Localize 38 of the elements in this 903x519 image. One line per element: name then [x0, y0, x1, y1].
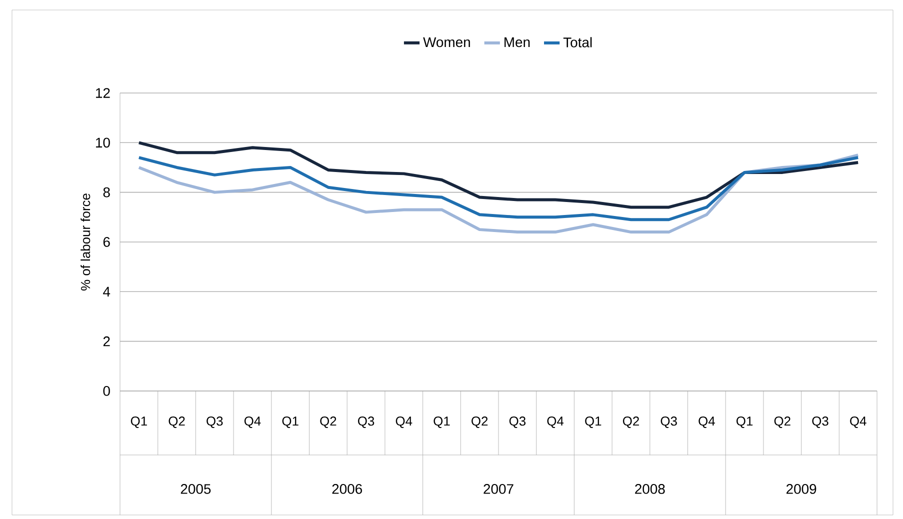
y-tick-label: 2: [103, 336, 110, 346]
text: 2008: [635, 484, 665, 494]
x-tick-label: Q2: [774, 416, 790, 428]
line-series: [137, 156, 860, 222]
x-tick-label: Q4: [244, 416, 261, 428]
y-tick-label: 4: [103, 286, 110, 296]
x-tick-label: Q4: [850, 416, 866, 428]
x-tick-label: Q1: [282, 416, 298, 428]
x-tick-label: Q3: [358, 416, 374, 428]
y-axis-title: % of labour force: [80, 194, 90, 290]
x-tick-label: Q3: [660, 416, 677, 428]
y-tick-label: 12: [96, 88, 110, 98]
x-tick-label: Q1: [130, 416, 147, 428]
x-tick-label: Q4: [396, 416, 412, 428]
legend-label: Total: [563, 37, 592, 48]
text: 2005: [180, 484, 211, 494]
y-tick-label: 6: [103, 237, 110, 247]
text: 2006: [332, 484, 362, 494]
x-tick-label: Q1: [736, 416, 753, 428]
x-tick-label: Q3: [812, 416, 828, 428]
x-tick-label: Q3: [206, 416, 223, 428]
x-tick-label: Q1: [434, 416, 450, 428]
x-tick-label: Q2: [320, 416, 336, 428]
x-tick-label: Q2: [622, 416, 639, 428]
y-tick-label: 10: [96, 138, 110, 148]
y-tick-label: 0: [103, 386, 110, 396]
x-tick-label: Q3: [509, 416, 526, 428]
x-tick-label: Q2: [168, 416, 185, 428]
legend-label: Men: [504, 37, 530, 48]
x-tick-label: Q2: [472, 416, 488, 428]
x-tick-label: Q1: [585, 416, 602, 428]
x-tick-label: Q4: [547, 416, 564, 428]
text: 2007: [484, 484, 514, 494]
line-series: [137, 141, 860, 209]
y-tick-label: 8: [103, 187, 110, 198]
legend-label: Women: [423, 37, 470, 48]
x-tick-label: Q4: [698, 416, 715, 428]
text: 2009: [786, 484, 816, 494]
